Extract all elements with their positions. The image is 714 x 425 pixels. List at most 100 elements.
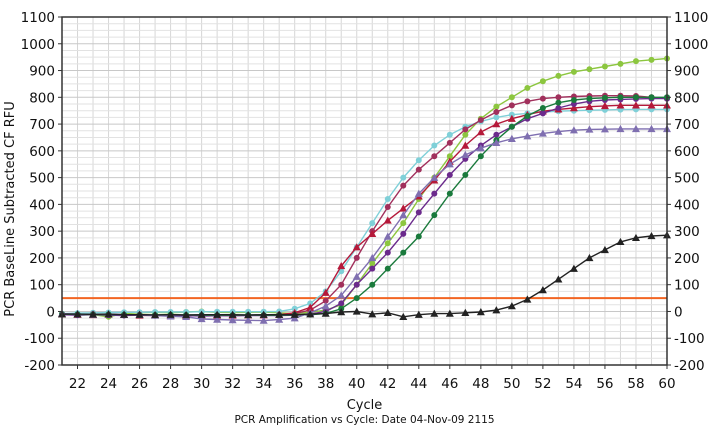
x-tick-label: 34: [255, 376, 272, 392]
data-point: [554, 275, 563, 283]
x-tick-label: 30: [193, 376, 210, 392]
data-point: [368, 229, 377, 238]
y-tick-label-right: -200: [674, 358, 705, 374]
data-point: [523, 295, 532, 303]
data-point: [476, 307, 485, 316]
x-tick-label: 44: [410, 376, 427, 392]
data-point: [445, 309, 454, 317]
data-point: [616, 124, 625, 133]
series-line: [61, 104, 667, 317]
data-point: [399, 312, 408, 321]
y-tick-label-right: 200: [674, 251, 700, 267]
data-point: [197, 314, 206, 323]
x-tick-label: 22: [69, 376, 86, 392]
data-point: [477, 117, 484, 124]
data-point: [275, 310, 284, 318]
data-point: [476, 128, 485, 136]
data-point: [492, 306, 501, 314]
data-point: [524, 98, 531, 105]
data-point: [431, 142, 438, 149]
series-8: [58, 231, 671, 321]
data-point: [585, 102, 594, 110]
chart-caption: PCR Amplification vs Cycle: Date 04-Nov-…: [234, 414, 494, 425]
data-point: [166, 310, 175, 318]
data-point: [446, 153, 453, 160]
data-point: [538, 286, 547, 294]
data-point: [461, 308, 470, 316]
data-point: [631, 233, 640, 242]
x-tick-label: 40: [348, 376, 365, 392]
data-point: [569, 126, 578, 134]
data-point: [648, 56, 655, 63]
y-tick-label-right: 400: [674, 197, 700, 213]
y-tick-label-left: -100: [24, 331, 55, 347]
grid: [61, 16, 668, 366]
data-point: [369, 265, 376, 272]
tick-labels: -200 -200 -100 -100 0 0 100 100 200 200 300 300 400 4…: [21, 10, 709, 392]
y-tick-label-right: -100: [674, 331, 705, 347]
data-point: [415, 157, 422, 164]
data-point: [414, 189, 423, 197]
x-tick-label: 42: [379, 376, 396, 392]
y-tick-label-right: 900: [674, 64, 700, 80]
y-tick-label-right: 1100: [674, 10, 708, 26]
data-point: [462, 131, 469, 138]
series-layer: [58, 55, 671, 324]
data-point: [555, 105, 562, 112]
data-point: [400, 182, 407, 189]
data-point: [259, 316, 268, 324]
data-point: [446, 190, 453, 197]
y-tick-label-left: 500: [29, 171, 55, 187]
data-point: [446, 171, 453, 178]
data-point: [384, 249, 391, 256]
y-tick-label-left: 600: [29, 144, 55, 160]
data-point: [462, 126, 469, 133]
y-tick-label-right: 800: [674, 90, 700, 106]
data-point: [555, 94, 562, 101]
data-point: [368, 310, 377, 318]
data-point: [400, 230, 407, 237]
x-tick-label: 52: [534, 376, 551, 392]
data-point: [415, 233, 422, 240]
x-tick-label: 50: [503, 376, 520, 392]
series-line: [61, 128, 667, 322]
data-point: [151, 310, 160, 319]
y-tick-label-left: 800: [29, 90, 55, 106]
data-point: [648, 94, 655, 101]
series-5: [59, 95, 670, 320]
data-point: [508, 94, 515, 101]
data-point: [476, 144, 485, 152]
data-point: [538, 129, 547, 137]
data-point: [647, 231, 656, 240]
y-tick-label-right: 500: [674, 171, 700, 187]
series-line: [61, 108, 667, 315]
data-point: [369, 281, 376, 288]
data-point: [259, 310, 268, 318]
x-tick-label: 46: [441, 376, 458, 392]
data-point: [555, 72, 562, 79]
y-tick-label-left: 0: [46, 304, 55, 320]
data-point: [632, 94, 639, 101]
data-point: [399, 204, 408, 212]
data-point: [493, 131, 500, 138]
data-point: [228, 316, 237, 324]
data-point: [228, 310, 237, 318]
data-point: [524, 84, 531, 91]
data-point: [383, 308, 392, 316]
y-tick-label-left: 300: [29, 224, 55, 240]
data-point: [631, 101, 640, 109]
data-point: [523, 132, 532, 140]
data-point: [197, 310, 206, 318]
data-point: [617, 94, 624, 101]
data-point: [461, 150, 470, 159]
data-point: [586, 66, 593, 73]
data-point: [446, 139, 453, 146]
data-point: [430, 173, 439, 181]
data-point: [400, 220, 407, 227]
y-tick-label-right: 0: [674, 304, 683, 320]
data-point: [73, 310, 82, 318]
data-point: [369, 260, 376, 267]
data-point: [291, 305, 298, 312]
data-point: [337, 291, 346, 299]
